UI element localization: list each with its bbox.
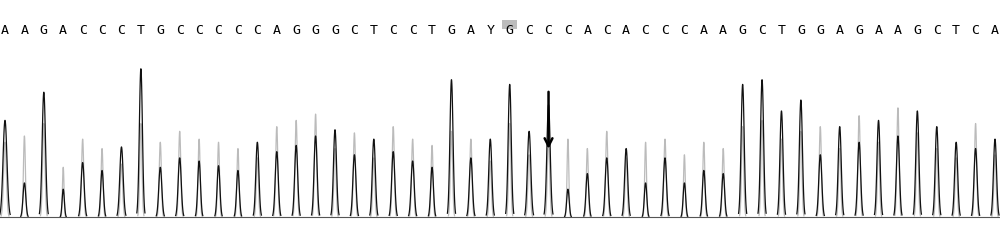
- Text: A: A: [20, 24, 28, 37]
- Text: G: G: [855, 24, 863, 37]
- Text: C: C: [176, 24, 184, 37]
- Text: C: C: [79, 24, 87, 37]
- Text: T: T: [370, 24, 378, 37]
- Text: C: C: [972, 24, 980, 37]
- Text: T: T: [952, 24, 960, 37]
- Text: A: A: [719, 24, 727, 37]
- Text: A: A: [273, 24, 281, 37]
- Text: A: A: [875, 24, 883, 37]
- Text: G: G: [292, 24, 300, 37]
- Text: G: G: [797, 24, 805, 37]
- Text: C: C: [525, 24, 533, 37]
- Text: G: G: [331, 24, 339, 37]
- Text: A: A: [700, 24, 708, 37]
- Text: C: C: [758, 24, 766, 37]
- Text: Y: Y: [486, 24, 494, 37]
- Text: C: C: [195, 24, 203, 37]
- Text: A: A: [59, 24, 67, 37]
- Text: A: A: [991, 24, 999, 37]
- Bar: [502, 21, 517, 30]
- Text: C: C: [680, 24, 688, 37]
- Text: A: A: [467, 24, 475, 37]
- Text: C: C: [98, 24, 106, 37]
- Text: G: G: [739, 24, 747, 37]
- Text: C: C: [409, 24, 417, 37]
- Text: C: C: [564, 24, 572, 37]
- Text: A: A: [622, 24, 630, 37]
- Text: G: G: [156, 24, 164, 37]
- Text: A: A: [583, 24, 591, 37]
- Text: A: A: [1, 24, 9, 37]
- Text: C: C: [603, 24, 611, 37]
- Text: G: G: [913, 24, 921, 37]
- Text: A: A: [894, 24, 902, 37]
- Text: A: A: [836, 24, 844, 37]
- Text: G: G: [40, 24, 48, 37]
- Text: T: T: [137, 24, 145, 37]
- Text: C: C: [253, 24, 261, 37]
- Text: G: G: [816, 24, 824, 37]
- Text: T: T: [777, 24, 785, 37]
- Text: G: G: [447, 24, 455, 37]
- Text: C: C: [117, 24, 125, 37]
- Text: C: C: [234, 24, 242, 37]
- Text: G: G: [506, 24, 514, 37]
- Text: C: C: [642, 24, 650, 37]
- Text: C: C: [661, 24, 669, 37]
- Text: G: G: [312, 24, 320, 37]
- Text: C: C: [933, 24, 941, 37]
- Text: T: T: [428, 24, 436, 37]
- Text: C: C: [350, 24, 358, 37]
- Text: C: C: [389, 24, 397, 37]
- Text: C: C: [215, 24, 223, 37]
- Text: C: C: [545, 24, 553, 37]
